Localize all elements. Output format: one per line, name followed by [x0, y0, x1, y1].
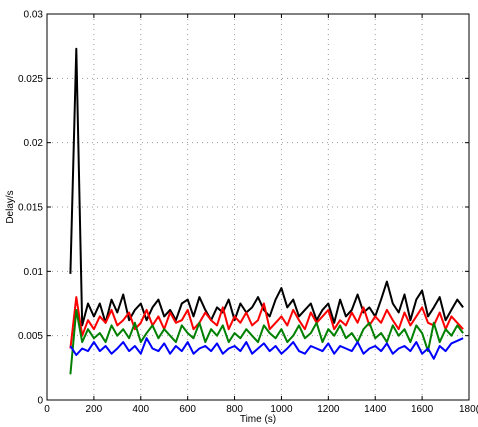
y-tick-label: 0.03	[24, 10, 44, 21]
x-tick-label: 200	[86, 404, 103, 415]
y-tick-label: 0.005	[18, 331, 43, 342]
series-line-3	[69, 308, 464, 375]
series-line-4	[69, 337, 464, 360]
x-tick-label: 600	[179, 404, 196, 415]
x-tick-label: 1200	[317, 404, 340, 415]
series-line-2	[69, 296, 464, 349]
x-tick-label: 1400	[364, 404, 387, 415]
x-tick-label: 800	[226, 404, 243, 415]
y-tick-label: 0.02	[24, 138, 44, 149]
x-tick-label: 400	[132, 404, 149, 415]
x-axis-label: Time (s)	[240, 414, 276, 425]
y-axis-label: Delay/s	[5, 190, 16, 223]
x-tick-label: 180(	[459, 404, 478, 415]
series-line-1	[69, 47, 464, 327]
x-tick-label: 0	[44, 404, 50, 415]
axis-ticks: 0 200 400 600 800 1000 1200 1400 1600 180( 0 0.005 0…	[18, 10, 478, 416]
y-tick-label: 0.015	[18, 203, 43, 214]
y-tick-label: 0.01	[24, 267, 44, 278]
x-tick-label: 1000	[270, 404, 293, 415]
x-tick-label: 1600	[411, 404, 434, 415]
series-lines	[69, 47, 464, 375]
y-tick-label: 0.025	[18, 74, 43, 85]
y-tick-label: 0	[37, 396, 43, 407]
